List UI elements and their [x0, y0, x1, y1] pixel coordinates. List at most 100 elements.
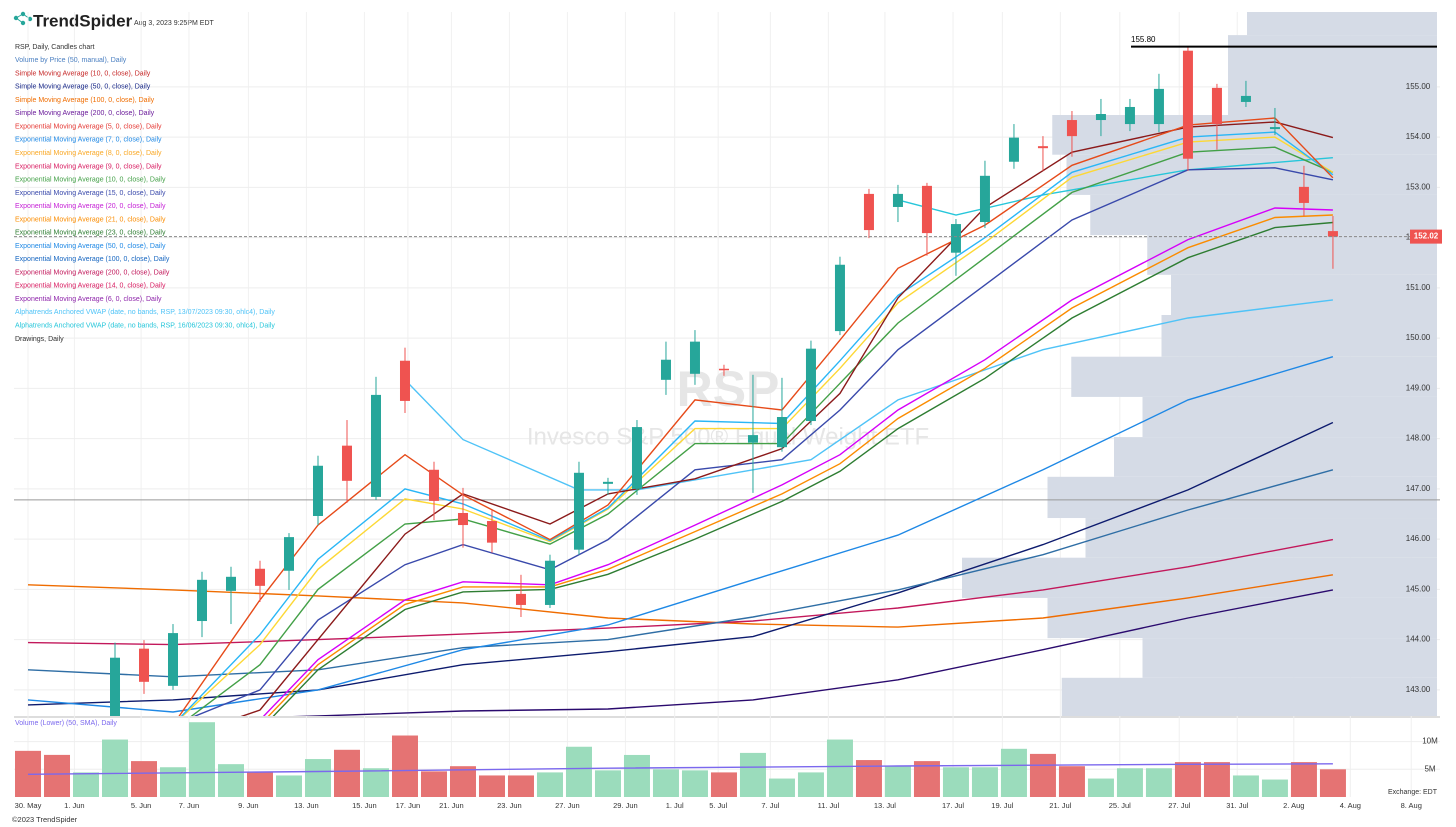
high-marker-label: 155.80 — [1131, 35, 1156, 44]
volume-bar — [1145, 768, 1172, 797]
candle-body — [602, 481, 613, 484]
last-price-tag — [1410, 229, 1442, 244]
profile-bar — [1247, 12, 1437, 36]
volume-bar — [652, 769, 679, 797]
legend-entry: Drawings, Daily — [15, 336, 64, 343]
volume-bar — [536, 772, 563, 797]
volume-bar — [1261, 779, 1288, 797]
volume-bar — [159, 767, 186, 797]
volume-bar — [449, 766, 476, 797]
volume-bar — [1319, 769, 1346, 797]
volume-bar — [884, 766, 911, 797]
candle-body — [225, 576, 236, 591]
candle-body — [631, 427, 642, 489]
profile-bar — [1147, 235, 1437, 275]
candle-body — [544, 560, 555, 605]
profile-bar — [1085, 518, 1437, 558]
volume-bar — [478, 775, 505, 797]
volume-bar — [333, 749, 360, 797]
volume-bar — [971, 767, 998, 797]
volume-bar — [1174, 762, 1201, 797]
volume-bar — [913, 761, 940, 797]
x-tick-label: 25. Jul — [1109, 801, 1131, 810]
x-tick-label: 5. Jul — [709, 801, 727, 810]
legend-entry: Exponential Moving Average (20, 0, close… — [15, 203, 166, 210]
indicator-line — [27, 469, 1334, 678]
y-tick-label: 146.00 — [1406, 534, 1431, 543]
y-tick-label: 149.00 — [1406, 383, 1431, 392]
candle-body — [747, 435, 758, 443]
candle-body — [1066, 120, 1077, 137]
candle-body — [283, 537, 294, 571]
candle-body — [1182, 50, 1193, 159]
indicator-line — [240, 121, 1334, 716]
volume-bar — [188, 722, 215, 797]
x-tick-label: 21. Jun — [439, 801, 464, 810]
profile-bar — [1114, 437, 1437, 477]
volume-bar — [304, 759, 331, 797]
volume-bar — [73, 772, 100, 797]
candle-body — [689, 341, 700, 374]
candle-body — [1008, 137, 1019, 162]
candle-body — [167, 633, 178, 686]
candle-body — [1124, 106, 1135, 125]
legend-entry: Exponential Moving Average (200, 0, clos… — [15, 269, 170, 276]
volume-profile — [962, 12, 1437, 716]
candle-body — [950, 224, 961, 253]
candle-body — [1298, 186, 1309, 203]
indicator-line — [267, 214, 1333, 716]
x-tick-label: 19. Jul — [991, 801, 1013, 810]
x-tick-label: 1. Jun — [64, 801, 84, 810]
candle-body — [399, 360, 410, 401]
candle-body — [718, 368, 729, 371]
volume-tick-label: 5M — [1424, 764, 1435, 773]
labels: 30. May 1. Jun 5. Jun 7. Jun 9. Jun 13. Jun 15… — [15, 35, 1442, 810]
candle-body — [1240, 95, 1251, 102]
x-tick-label: 8. Aug — [1401, 801, 1422, 810]
profile-bar — [1066, 154, 1437, 195]
volume-tick-label: 10M — [1422, 737, 1438, 746]
x-tick-label: 31. Jul — [1226, 801, 1248, 810]
x-tick-label: 15. Jun — [352, 801, 377, 810]
profile-bar — [1047, 597, 1437, 639]
x-tick-label: 7. Jul — [761, 801, 779, 810]
volume-bar — [739, 752, 766, 797]
indicator-line — [181, 136, 1334, 716]
volume-bar — [275, 775, 302, 797]
candle-body — [428, 469, 439, 501]
x-tick-label: 13. Jul — [874, 801, 896, 810]
x-tick-label: 23. Jun — [497, 801, 522, 810]
volume-bar — [1116, 768, 1143, 797]
y-tick-label: 150.00 — [1406, 333, 1431, 342]
indicator-line — [178, 117, 1334, 716]
indicator-line — [292, 589, 1334, 716]
legend-entry: Simple Moving Average (200, 0, close), D… — [15, 110, 155, 117]
x-tick-label: 9. Jun — [238, 801, 258, 810]
volume-bar — [1203, 762, 1230, 797]
volume-bar — [1058, 766, 1085, 797]
indicator-line — [27, 421, 1334, 706]
y-tick-label: 145.00 — [1406, 584, 1431, 593]
volume-bar — [594, 770, 621, 797]
profile-bar — [1047, 476, 1437, 519]
volume-bar — [797, 772, 824, 797]
profile-bar — [1052, 115, 1437, 155]
x-tick-label: 27. Jul — [1168, 801, 1190, 810]
watermark-name: Invesco S&P 500® Equal Weight ETF — [527, 423, 929, 450]
candle-body — [834, 264, 845, 332]
y-tick-label: 144.00 — [1406, 635, 1431, 644]
volume-bar — [362, 768, 389, 797]
x-tick-label: 5. Jun — [131, 801, 151, 810]
y-tick-label: 148.00 — [1406, 434, 1431, 443]
timestamp: Aug 3, 2023 9:25PM EDT — [134, 20, 214, 27]
legend-entry: RSP, Daily, Candles chart — [15, 44, 95, 51]
x-tick-label: 1. Jul — [666, 801, 684, 810]
profile-bar — [1142, 396, 1437, 438]
volume-bar — [1087, 778, 1114, 797]
legend-entry: Exponential Moving Average (10, 0, close… — [15, 177, 166, 184]
y-tick-label: 155.00 — [1406, 82, 1431, 91]
volume-bar — [623, 754, 650, 797]
volume-bar — [217, 764, 244, 797]
candle-body — [312, 465, 323, 517]
